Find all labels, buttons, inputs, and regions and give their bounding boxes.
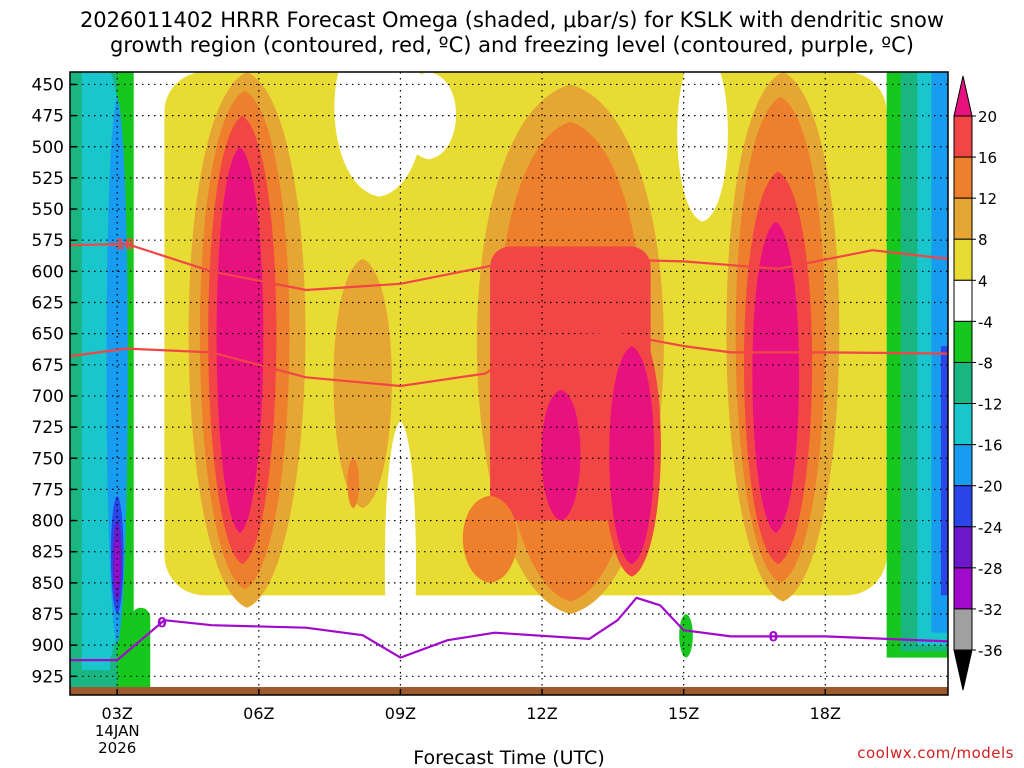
colorbar-bottom-triangle <box>953 649 973 691</box>
omega-shade-orange-11z-low <box>462 495 518 583</box>
y-tick-label-850: 850 <box>32 574 64 594</box>
x-axis-label: Forecast Time (UTC) <box>413 747 604 768</box>
contour-lines: -18 -18 -12 0 0 <box>70 237 948 662</box>
omega-shade-white-notch <box>670 595 698 695</box>
y-tick-label-750: 750 <box>32 449 64 469</box>
y-tick-label-825: 825 <box>32 543 64 563</box>
y-tick-label-875: 875 <box>32 605 64 625</box>
source-credit: coolwx.com/models <box>857 744 1014 762</box>
x-tick-label-18Z: 18Z <box>810 704 841 723</box>
colorbar-top-triangle <box>953 75 973 117</box>
ground-strip <box>70 687 948 695</box>
colorbar-bin-13 <box>953 608 973 651</box>
y-tick-label-650: 650 <box>32 325 64 345</box>
colorbar-bin-4 <box>953 238 973 281</box>
y-tick-label-800: 800 <box>32 512 64 532</box>
y-tick-label-575: 575 <box>32 231 64 251</box>
colorbar-label-7: -12 <box>978 396 1003 414</box>
x-tick-label-09Z: 09Z <box>385 704 416 723</box>
omega-shade-blue-03z <box>106 96 128 646</box>
colorbar-bin-7 <box>953 361 973 405</box>
colorbar-bin-6 <box>953 320 973 363</box>
omega-shade-magenta-12z <box>541 389 581 521</box>
colorbar-label-10: -24 <box>978 519 1003 537</box>
y-tick-label-700: 700 <box>32 387 64 407</box>
omega-shade-magenta-06z <box>216 146 264 534</box>
omega-shading <box>70 72 948 695</box>
y-tick-label-475: 475 <box>32 107 64 127</box>
colorbar-label-13: -36 <box>978 642 1003 660</box>
colorbar-bin-3 <box>953 197 973 240</box>
y-tick-label-725: 725 <box>32 418 64 438</box>
y-tick-label-925: 925 <box>32 667 64 687</box>
dgz-label-14z: -18 <box>619 253 644 269</box>
colorbar-bin-9 <box>953 444 973 487</box>
colorbar-label-2: 12 <box>978 190 997 208</box>
grid-lines <box>70 72 948 695</box>
colorbar-label-1: 16 <box>978 149 997 167</box>
y-tick-label-600: 600 <box>32 262 64 282</box>
x-tick-sublabel-0: 14JAN <box>95 722 140 740</box>
omega-shade-darkblue-20z <box>940 346 948 596</box>
colorbar-label-12: -32 <box>978 601 1003 619</box>
colorbar-label-3: 8 <box>978 231 988 249</box>
colorbar-bin-8 <box>953 403 973 446</box>
y-tick-label-625: 625 <box>32 294 64 314</box>
chart-title-line-2: growth region (contoured, red, ºC) and f… <box>110 33 914 57</box>
colorbar-label-9: -20 <box>978 478 1003 496</box>
omega-shade-orange-08z-speck <box>347 458 360 509</box>
y-tick-label-525: 525 <box>32 169 64 189</box>
colorbar-label-6: -8 <box>978 354 993 372</box>
omega-shade-white-upper-gap-2 <box>401 72 457 160</box>
colorbar-bin-5 <box>953 279 973 322</box>
freezing-level-contour <box>70 596 948 662</box>
colorbar-bin-2 <box>953 156 973 199</box>
colorbar-label-11: -28 <box>978 560 1003 578</box>
dgz-contour-1 <box>70 332 948 388</box>
omega-shade-green-15z-speck <box>679 614 693 658</box>
omega-shade-white-upper-gap <box>334 72 424 197</box>
y-tick-label-450: 450 <box>32 75 64 95</box>
chart-title: 2026011402 HRRR Forecast Omega (shaded, … <box>0 8 1024 58</box>
plot-frame <box>69 71 949 696</box>
colorbar-label-4: 4 <box>978 272 988 290</box>
y-tick-label-500: 500 <box>32 138 64 158</box>
dgz-label-12c: -12 <box>610 327 635 343</box>
colorbar-label-0: 20 <box>978 108 997 126</box>
omega-shade-white-lower-gap <box>384 420 417 695</box>
colorbar-bin-10 <box>953 485 973 528</box>
freezing-level-label-17z: 0 <box>768 629 778 645</box>
x-tick-label-15Z: 15Z <box>668 704 699 723</box>
x-tick-label-06Z: 06Z <box>243 704 274 723</box>
colorbar-bin-1 <box>953 115 973 158</box>
y-tick-label-900: 900 <box>32 636 64 656</box>
colorbar-bin-12 <box>953 567 973 610</box>
y-tick-label-550: 550 <box>32 200 64 220</box>
y-axis: 450 475 500 525 550 575 600 625 650 675 700 725 750 7… <box>32 75 76 687</box>
freezing-level-label-04z: 0 <box>157 616 167 632</box>
dgz-label-03z: -18 <box>109 237 134 253</box>
chart-title-line-1: 2026011402 HRRR Forecast Omega (shaded, … <box>79 8 945 32</box>
y-tick-label-775: 775 <box>32 480 64 500</box>
omega-shade-magenta-14z <box>609 346 655 565</box>
omega-shade-white-top-notch <box>677 72 728 222</box>
dgz-contour-0 <box>70 242 948 292</box>
x-tick-label-03Z: 03Z <box>102 704 133 723</box>
colorbar-label-8: -16 <box>978 437 1003 455</box>
colorbar: 20 16 12 8 4 -4 -8 -12 -16 -20 -24 -28 -32 -36 <box>953 75 1003 691</box>
x-tick-sublabel-1: 2026 <box>98 739 136 757</box>
colorbar-label-5: -4 <box>978 313 993 331</box>
y-tick-label-675: 675 <box>32 356 64 376</box>
omega-shade-magenta-17z <box>752 221 800 534</box>
colorbar-bin-11 <box>953 526 973 569</box>
omega-shade-green-03z-foot <box>131 607 151 695</box>
x-tick-label-12Z: 12Z <box>526 704 557 723</box>
